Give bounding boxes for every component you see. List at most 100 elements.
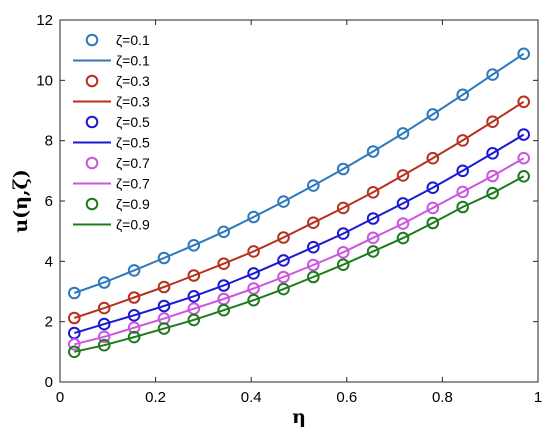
- data-point-circle: [456, 164, 470, 178]
- x-tick-label: 0.8: [432, 389, 453, 406]
- data-point-circle: [127, 264, 141, 277]
- data-point-circle: [517, 47, 531, 61]
- legend-label: ζ=0.9: [116, 196, 150, 212]
- data-point-circle: [396, 231, 410, 245]
- data-point-circle: [68, 286, 81, 300]
- data-point-circle: [426, 108, 440, 121]
- legend-circle-swatch: [85, 156, 99, 170]
- data-point-circle: [396, 197, 410, 210]
- x-tick-label: 0.4: [241, 389, 262, 406]
- y-tick-label: 4: [45, 253, 53, 270]
- y-tick-label: 10: [36, 72, 53, 89]
- data-point-circle: [486, 68, 499, 81]
- series-layer: [68, 47, 531, 359]
- data-point-circle: [307, 179, 320, 192]
- data-point-circle: [366, 245, 380, 258]
- legend-circle-swatch: [85, 197, 99, 211]
- x-tick-label: 1: [534, 389, 542, 406]
- x-axis-label: η: [292, 406, 306, 428]
- data-point-circle: [517, 95, 531, 109]
- data-point-circle: [307, 216, 320, 229]
- data-point-circle: [396, 127, 410, 140]
- data-point-circle: [366, 186, 380, 199]
- series-line-1: [73, 52, 525, 294]
- data-point-circle: [336, 227, 350, 240]
- data-point-circle: [157, 299, 171, 313]
- series-line-9: [74, 175, 525, 353]
- data-point-circle: [426, 151, 440, 165]
- data-point-circle: [366, 212, 380, 225]
- y-tick-label: 6: [45, 193, 53, 210]
- data-point-circle: [187, 313, 201, 327]
- data-point-circle: [68, 345, 81, 359]
- y-tick-label: 2: [45, 314, 53, 331]
- data-point-circle: [157, 251, 171, 265]
- data-point-circle: [336, 246, 350, 259]
- y-tick-label: 8: [45, 133, 53, 150]
- data-point-circle: [97, 276, 111, 289]
- data-point-circle: [217, 279, 230, 292]
- data-point-circle: [336, 258, 350, 272]
- data-point-circle: [127, 321, 141, 335]
- data-point-circle: [307, 270, 320, 284]
- x-tick-label: 0: [56, 389, 64, 406]
- x-tick-label: 0.6: [336, 389, 357, 406]
- data-point-circle: [277, 254, 290, 267]
- data-point-circle: [127, 330, 141, 344]
- data-point-circle: [68, 338, 81, 351]
- data-point-circle: [396, 217, 410, 230]
- legend-label: ζ=0.3: [116, 94, 150, 110]
- legend-label: ζ=0.5: [116, 135, 150, 151]
- data-point-circle: [366, 231, 380, 245]
- y-axis-label: u(η,ζ): [10, 169, 32, 232]
- data-point-circle: [247, 267, 260, 280]
- data-point-circle: [127, 309, 141, 322]
- legend: ζ=0.1 ζ=0.1 ζ=0.3 ζ=0.3 ζ=0.5 ζ=0.5 ζ=0.7 ζ=0.7…: [73, 32, 150, 233]
- legend-label: ζ=0.7: [116, 176, 150, 192]
- data-point-circle: [486, 169, 499, 183]
- data-point-circle: [307, 240, 320, 254]
- data-point-circle: [247, 293, 260, 307]
- data-point-circle: [217, 303, 230, 317]
- plot-area: [60, 20, 538, 382]
- legend-label: ζ=0.1: [116, 32, 150, 48]
- data-point-circle: [336, 162, 350, 176]
- data-point-circle: [426, 181, 440, 194]
- series-line-3: [73, 100, 525, 319]
- data-point-circle: [68, 311, 81, 325]
- data-point-circle: [517, 170, 531, 183]
- legend-circle-swatch: [85, 115, 99, 129]
- data-point-circle: [157, 322, 171, 335]
- data-point-circle: [456, 134, 470, 147]
- y-tick-label: 0: [45, 374, 53, 391]
- data-point-circle: [486, 147, 499, 160]
- data-point-circle: [247, 210, 260, 224]
- legend-label: ζ=0.1: [116, 53, 150, 69]
- x-tick-label: 0.2: [145, 389, 166, 406]
- data-point-circle: [366, 145, 380, 158]
- legend-label: ζ=0.3: [116, 73, 150, 89]
- data-point-circle: [247, 282, 260, 295]
- data-point-circle: [187, 290, 201, 303]
- legend-circle-swatch: [85, 33, 99, 47]
- data-point-circle: [97, 317, 111, 331]
- data-point-circle: [127, 291, 141, 304]
- legend-label: ζ=0.9: [116, 217, 150, 233]
- data-point-circle: [247, 245, 260, 258]
- data-point-circle: [97, 330, 111, 344]
- data-point-circle: [277, 195, 290, 208]
- data-point-circle: [486, 115, 499, 128]
- legend-label: ζ=0.7: [116, 155, 150, 171]
- data-point-circle: [336, 201, 350, 215]
- data-point-circle: [456, 185, 470, 199]
- data-point-circle: [157, 280, 171, 294]
- data-point-circle: [97, 338, 111, 352]
- data-point-circle: [486, 186, 499, 200]
- legend-circle-swatch: [85, 74, 99, 88]
- data-point-circle: [187, 239, 201, 252]
- data-point-circle: [426, 216, 440, 230]
- data-point-circle: [187, 269, 201, 282]
- series-line-7: [74, 157, 525, 346]
